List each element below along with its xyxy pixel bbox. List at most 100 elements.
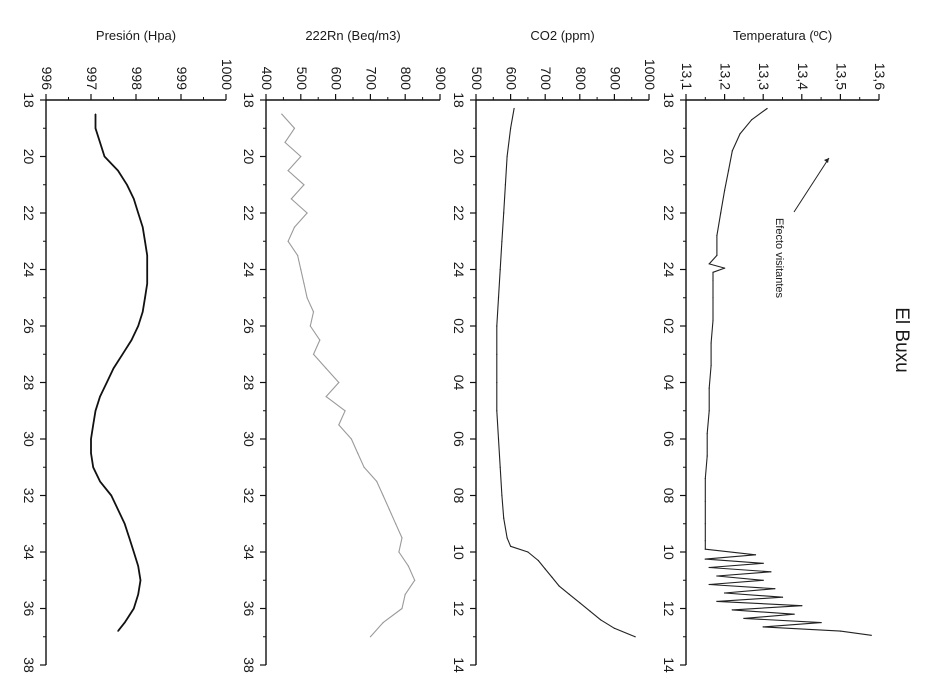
data-point (762, 562, 764, 564)
data-point (537, 559, 539, 562)
data-point (306, 297, 308, 299)
data-point (743, 617, 745, 620)
data-point (496, 381, 498, 384)
data-point (309, 325, 311, 327)
data-point (712, 280, 714, 282)
data-point (293, 127, 296, 129)
data-point (124, 622, 126, 624)
x-tick-label: 20 (241, 149, 257, 165)
data-point (287, 240, 289, 242)
data-point (112, 367, 115, 369)
annotation-arrowhead (824, 158, 829, 163)
data-point (579, 602, 581, 604)
data-point (513, 107, 515, 110)
x-tick-label: 36 (21, 601, 37, 617)
x-tick-label: 18 (241, 92, 257, 108)
data-point (551, 576, 553, 579)
data-point (712, 319, 714, 321)
data-point (117, 170, 119, 172)
y-tick-label: 900 (433, 67, 449, 91)
data-point (103, 155, 106, 158)
data-point (503, 517, 505, 519)
data-point (401, 607, 403, 610)
panel-3: 900 800 700 600 500 400 222Rn (Beq/m3) 18 20 22 24… (241, 28, 449, 673)
data-point (90, 452, 92, 454)
y-tick-label: 997 (84, 67, 100, 91)
data-point (820, 622, 822, 624)
data-point (544, 568, 546, 570)
data-point (870, 634, 872, 636)
x-tick-label: 36 (241, 601, 257, 617)
x-tick-label: 06 (661, 431, 677, 447)
data-point (121, 353, 124, 355)
data-point (94, 127, 97, 129)
y-tick-label: 996 (39, 67, 55, 91)
x-tick-label: 14 (661, 657, 677, 673)
data-point (497, 297, 500, 299)
x-tick-label: 28 (241, 375, 257, 391)
data-point (395, 523, 397, 525)
data-point (128, 537, 130, 539)
x-tick-label: 38 (241, 657, 257, 673)
data-point (137, 325, 139, 327)
y-tick-label: 13,3 (756, 63, 772, 90)
x-tick-label: 32 (21, 488, 37, 504)
annotation-text: Efecto visitantes (773, 218, 785, 299)
y-tick-label: 600 (329, 67, 345, 91)
y-tick-label: 13,2 (718, 63, 734, 90)
x-tick-label: 22 (661, 205, 677, 221)
data-point (300, 155, 302, 158)
data-point (731, 150, 733, 152)
panels: 13,6 13,5 13,4 13,3 13,2 13,1 Temperatura (ºC)… (21, 28, 888, 673)
x-tick-label: 30 (241, 431, 257, 447)
data-point (137, 212, 139, 214)
x-tick-label: 26 (21, 318, 37, 334)
series-line (281, 113, 416, 638)
data-point (504, 184, 506, 186)
data-point (146, 283, 148, 285)
data-point (344, 410, 346, 412)
x-tick-label: 14 (451, 657, 467, 673)
panel-1: 13,6 13,5 13,4 13,3 13,2 13,1 Temperatura (ºC)… (661, 28, 888, 673)
x-tick-label: 08 (451, 488, 467, 504)
data-point (724, 267, 726, 269)
data-point (739, 133, 741, 135)
y-tick-label: 500 (294, 67, 310, 91)
data-point (398, 551, 400, 553)
data-point (712, 271, 714, 273)
x-tick-label: 38 (21, 657, 37, 673)
data-point (774, 588, 776, 590)
data-point (712, 297, 714, 299)
y-tick-label: 700 (538, 67, 554, 91)
data-point (499, 466, 501, 468)
data-point (704, 558, 706, 560)
data-point (388, 509, 390, 511)
data-point (126, 184, 128, 186)
y-tick-label: 999 (174, 67, 190, 91)
data-point (94, 113, 97, 115)
data-point (503, 212, 505, 214)
data-point (325, 367, 327, 369)
data-point (731, 609, 733, 611)
y-tick-label: 998 (129, 67, 145, 91)
y-axis-title: Presión (Hpa) (96, 28, 176, 43)
data-point (363, 466, 365, 468)
y-tick-label: 13,4 (795, 63, 811, 90)
data-point (369, 636, 371, 638)
y-tick-label: 900 (607, 67, 623, 91)
x-tick-label: 34 (241, 544, 257, 560)
data-point (92, 424, 94, 426)
data-point (496, 353, 498, 355)
data-point (290, 198, 292, 200)
data-point (793, 613, 795, 615)
x-tick-label: 02 (661, 318, 677, 334)
data-point (720, 212, 722, 214)
x-tick-label: 20 (451, 149, 467, 165)
data-point (704, 540, 706, 542)
y-tick-label: 13,5 (833, 63, 849, 90)
data-point (401, 537, 403, 539)
x-tick-label: 30 (21, 431, 37, 447)
x-tick-label: 24 (661, 262, 677, 278)
data-point (708, 566, 710, 569)
